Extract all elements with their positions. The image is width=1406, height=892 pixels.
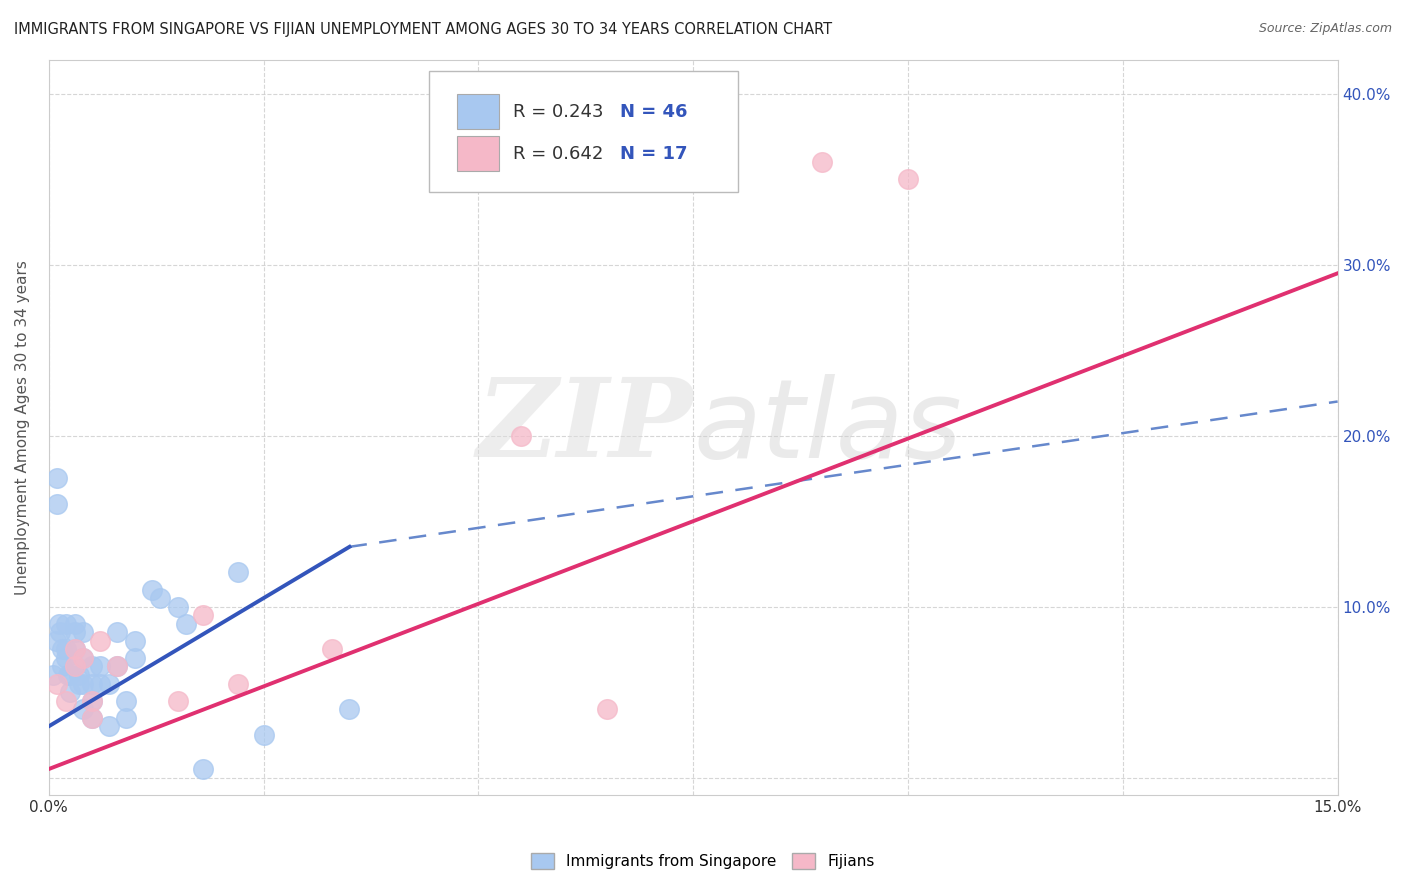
Point xyxy=(596,702,619,716)
Point xyxy=(63,616,86,631)
Point xyxy=(55,616,77,631)
Point xyxy=(51,642,73,657)
Point xyxy=(897,172,920,186)
Text: N = 46: N = 46 xyxy=(620,103,688,120)
Point xyxy=(80,694,103,708)
Point xyxy=(166,599,188,614)
Point xyxy=(46,676,69,690)
Point xyxy=(107,659,129,673)
Point xyxy=(252,728,274,742)
Point xyxy=(59,685,82,699)
Point xyxy=(55,642,77,657)
Point xyxy=(55,694,77,708)
Point xyxy=(124,633,146,648)
Point xyxy=(80,676,103,690)
Point xyxy=(72,702,94,716)
Point xyxy=(55,651,77,665)
Point xyxy=(63,642,86,657)
Text: R = 0.642: R = 0.642 xyxy=(513,145,603,162)
Point xyxy=(226,676,249,690)
Point xyxy=(67,676,90,690)
FancyBboxPatch shape xyxy=(457,136,499,171)
Point xyxy=(321,642,343,657)
Point xyxy=(46,471,69,485)
Point xyxy=(63,642,86,657)
Point xyxy=(107,625,129,640)
Point xyxy=(193,608,215,623)
Point xyxy=(59,668,82,682)
Point xyxy=(174,616,197,631)
Legend: Immigrants from Singapore, Fijians: Immigrants from Singapore, Fijians xyxy=(526,847,880,875)
Text: ZIP: ZIP xyxy=(477,374,693,481)
Text: Source: ZipAtlas.com: Source: ZipAtlas.com xyxy=(1258,22,1392,36)
Point xyxy=(67,668,90,682)
Point xyxy=(63,625,86,640)
Point xyxy=(80,711,103,725)
Point xyxy=(49,625,72,640)
Point xyxy=(89,659,111,673)
Point xyxy=(42,668,65,682)
Point xyxy=(107,659,129,673)
Point xyxy=(72,651,94,665)
Text: N = 17: N = 17 xyxy=(620,145,688,162)
Point xyxy=(63,659,86,673)
Point xyxy=(45,633,67,648)
Point xyxy=(89,633,111,648)
Point xyxy=(51,659,73,673)
FancyBboxPatch shape xyxy=(429,70,738,192)
Point xyxy=(80,694,103,708)
Point xyxy=(56,668,79,682)
Point xyxy=(63,659,86,673)
Point xyxy=(193,762,215,776)
Point xyxy=(80,659,103,673)
Point xyxy=(80,711,103,725)
Point xyxy=(72,651,94,665)
Point xyxy=(115,694,138,708)
Point xyxy=(89,676,111,690)
Point xyxy=(124,651,146,665)
Point xyxy=(339,702,361,716)
FancyBboxPatch shape xyxy=(457,95,499,129)
Point xyxy=(226,566,249,580)
Point xyxy=(141,582,163,597)
Text: atlas: atlas xyxy=(693,374,962,481)
Text: R = 0.243: R = 0.243 xyxy=(513,103,603,120)
Point xyxy=(811,155,834,169)
Point xyxy=(115,711,138,725)
Point xyxy=(510,428,533,442)
Point xyxy=(72,676,94,690)
Point xyxy=(166,694,188,708)
Point xyxy=(46,497,69,511)
Point xyxy=(72,625,94,640)
Point xyxy=(97,719,120,733)
Point xyxy=(48,616,70,631)
Text: IMMIGRANTS FROM SINGAPORE VS FIJIAN UNEMPLOYMENT AMONG AGES 30 TO 34 YEARS CORRE: IMMIGRANTS FROM SINGAPORE VS FIJIAN UNEM… xyxy=(14,22,832,37)
Point xyxy=(149,591,172,606)
Y-axis label: Unemployment Among Ages 30 to 34 years: Unemployment Among Ages 30 to 34 years xyxy=(15,260,30,595)
Point xyxy=(97,676,120,690)
